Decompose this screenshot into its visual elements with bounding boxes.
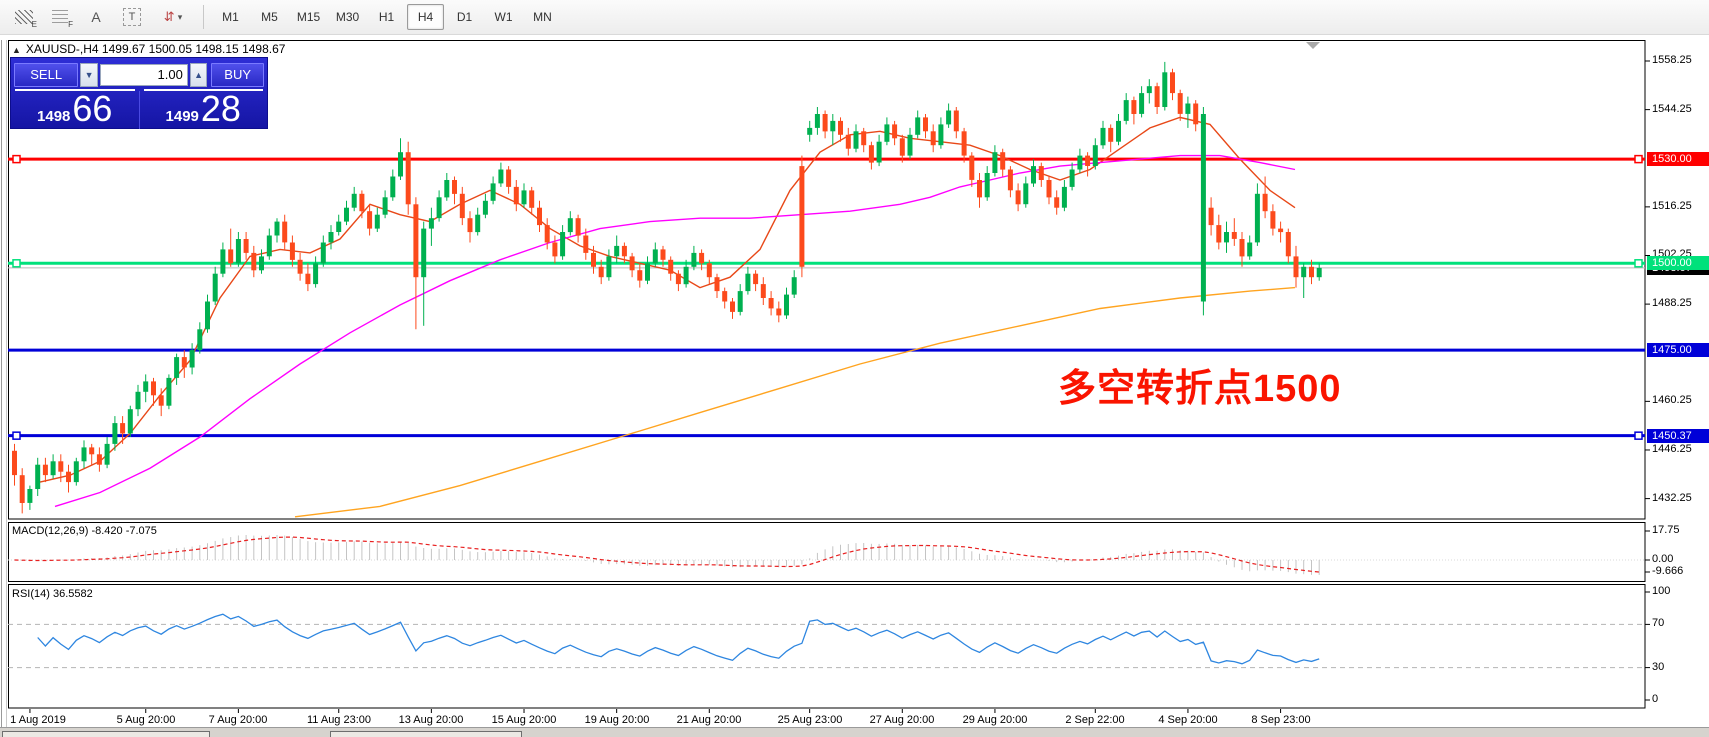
toolbar-separator: [203, 5, 204, 29]
toolbar: E F A T ⇵ ▾ M1 M5 M15 M30 H1 H4 D1 W1 MN: [0, 0, 1709, 35]
volume-input[interactable]: [99, 63, 188, 86]
panel-borders: [1, 40, 1646, 727]
sell-price-big: 66: [72, 88, 113, 129]
horizontal-lines[interactable]: [8, 154, 1645, 440]
macd-signal-line: [14, 536, 1320, 573]
rsi-label: RSI(14) 36.5582: [12, 588, 93, 600]
candles: [12, 61, 1322, 514]
price-tick-label: 1488.25: [1652, 297, 1692, 309]
dropdown-caret-icon: ▾: [177, 11, 183, 22]
one-click-trade-panel: SELL ▼ ▲ BUY 1498 66 1499 28: [10, 57, 268, 129]
time-axis-label: 11 Aug 23:00: [306, 714, 372, 726]
price-tick-label: 1432.25: [1652, 492, 1692, 504]
chart-tab-bar: [0, 727, 1709, 737]
chart-annotation-text[interactable]: 多空转折点1500: [1058, 368, 1342, 410]
price-tick-label: 1544.25: [1652, 103, 1692, 115]
rsi-axis-label: 100: [1652, 585, 1671, 597]
timeframe-button-w1[interactable]: W1: [494, 10, 513, 24]
macd-label: MACD(12,26,9) -8.420 -7.075: [12, 525, 157, 537]
buy-button[interactable]: BUY: [211, 62, 264, 87]
time-axis-ticks: [29, 709, 1282, 713]
timeframe-button-h1[interactable]: H1: [378, 10, 395, 24]
hline-price-badge: 1450.37: [1647, 429, 1709, 443]
collapse-panel-icon[interactable]: ▲: [12, 45, 21, 55]
time-axis-label: 25 Aug 23:00: [777, 714, 843, 726]
symbol-info-text: XAUUSD-,H4 1499.67 1500.05 1498.15 1498.…: [25, 42, 286, 56]
hline-price-badge: 1530.00: [1647, 152, 1709, 166]
timeframe-button-h4[interactable]: H4: [407, 4, 444, 30]
time-axis-label: 27 Aug 20:00: [869, 714, 935, 726]
chart-tab[interactable]: [2, 731, 210, 737]
price-tick-label: 1516.25: [1652, 200, 1692, 212]
timeframe-button-m15[interactable]: M15: [296, 10, 321, 24]
time-axis-label: 5 Aug 20:00: [116, 714, 176, 726]
time-axis-label: 13 Aug 20:00: [398, 714, 464, 726]
macd-axis-label: 0.00: [1652, 553, 1674, 565]
buy-price-small: 1499: [165, 108, 199, 125]
time-axis-label: 19 Aug 20:00: [584, 714, 650, 726]
price-tick-label: 1446.25: [1652, 443, 1692, 455]
timeframe-button-m1[interactable]: M1: [222, 10, 239, 24]
price-axis-ticks: [1645, 60, 1650, 500]
time-axis-label: 21 Aug 20:00: [676, 714, 742, 726]
hline-price-badge: 1475.00: [1647, 343, 1709, 357]
time-axis-label: 8 Sep 23:00: [1251, 714, 1311, 726]
time-axis-label: 4 Sep 20:00: [1158, 714, 1218, 726]
label-icon[interactable]: T: [116, 3, 148, 31]
trade-panel-divider: [138, 91, 140, 129]
time-axis-label: 2 Sep 22:00: [1065, 714, 1125, 726]
chart-window[interactable]: ▲ XAUUSD-,H4 1499.67 1500.05 1498.15 1498…: [0, 35, 1709, 737]
macd-histogram: [21, 535, 1320, 575]
sell-button[interactable]: SELL: [14, 62, 79, 87]
timeframe-button-m30[interactable]: M30: [335, 10, 360, 24]
timeframe-buttons: M1 M5 M15 M30 H1 H4 D1 W1 MN: [211, 4, 562, 30]
time-axis-label: 1 Aug 2019: [10, 714, 66, 726]
arrows-icon[interactable]: ⇵ ▾: [163, 9, 183, 24]
timeframe-button-d1[interactable]: D1: [456, 10, 473, 24]
buy-price-big: 28: [200, 88, 241, 129]
equidistant-channel-icon[interactable]: E: [8, 3, 40, 31]
hline-price-badge: 1500.00: [1647, 256, 1709, 270]
rsi-axis-label: 70: [1652, 617, 1665, 629]
timeframe-button-mn[interactable]: MN: [533, 10, 552, 24]
rsi-axis-label: 30: [1652, 661, 1665, 673]
chart-canvas[interactable]: [0, 35, 1709, 737]
symbol-ohlc-header: ▲ XAUUSD-,H4 1499.67 1500.05 1498.15 1498…: [12, 42, 285, 56]
chart-tab[interactable]: [330, 731, 522, 737]
time-axis-label: 7 Aug 20:00: [208, 714, 268, 726]
price-tick-label: 1460.25: [1652, 394, 1692, 406]
price-tick-label: 1558.25: [1652, 54, 1692, 66]
fibonacci-icon[interactable]: F: [44, 3, 76, 31]
volume-down-spinner[interactable]: ▼: [80, 62, 98, 87]
macd-axis-ticks: [1645, 530, 1650, 573]
macd-axis-label: -9.666: [1652, 565, 1684, 577]
sell-price[interactable]: 1498 66: [15, 89, 135, 129]
time-axis-label: 29 Aug 20:00: [962, 714, 1028, 726]
volume-up-spinner[interactable]: ▲: [189, 62, 208, 87]
sell-price-small: 1498: [37, 108, 71, 125]
time-axis-label: 15 Aug 20:00: [491, 714, 557, 726]
text-icon[interactable]: A: [91, 9, 101, 25]
ma-slow-orange: [294, 286, 1296, 518]
ma-mid-magenta: [54, 154, 1296, 508]
rsi-line: [37, 613, 1320, 665]
timeframe-button-m5[interactable]: M5: [261, 10, 278, 24]
chart-shift-marker-icon[interactable]: [1306, 42, 1320, 49]
rsi-axis-ticks: [1645, 591, 1650, 701]
buy-price[interactable]: 1499 28: [143, 88, 263, 129]
rsi-axis-label: 0: [1652, 693, 1659, 705]
macd-axis-label: 17.75: [1652, 524, 1680, 536]
ma-fast-red: [39, 116, 1296, 483]
